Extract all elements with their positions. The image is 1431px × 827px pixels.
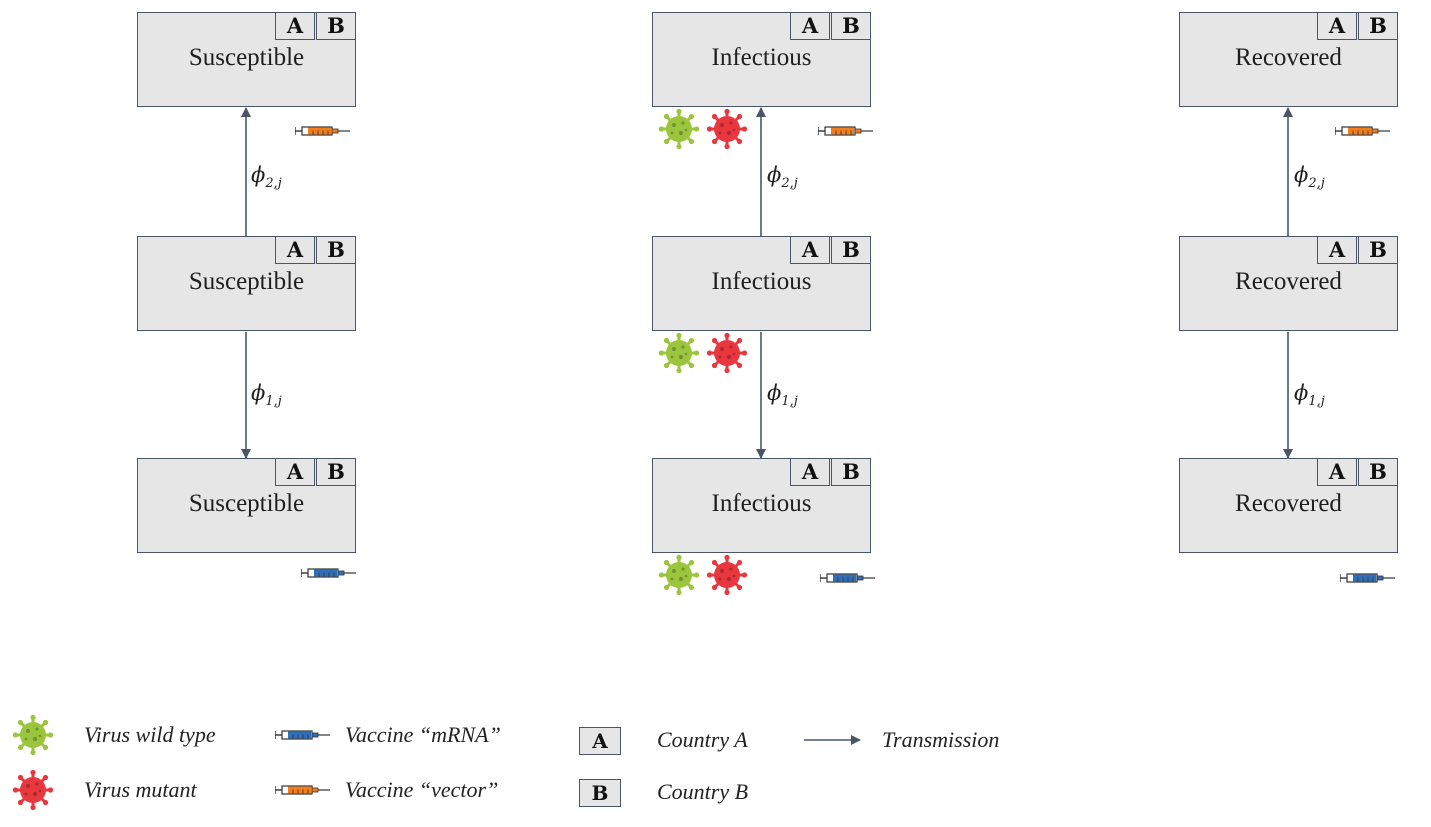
compartment-label: Recovered xyxy=(1235,490,1342,517)
country-a-tag: A xyxy=(790,458,830,486)
recovered-box-top: A B Recovered xyxy=(1179,12,1398,107)
country-b-tag: B xyxy=(1358,458,1398,486)
country-b-tag: B xyxy=(1358,12,1398,40)
recovered-box-middle: A B Recovered xyxy=(1179,236,1398,331)
country-a-tag: A xyxy=(1317,12,1357,40)
rate-label-phi2: ϕ2,j xyxy=(1294,163,1325,192)
country-a-tag: A xyxy=(275,12,315,40)
legend-country-a-label: Country A xyxy=(657,727,748,752)
country-a-tag: A xyxy=(1317,458,1357,486)
legend-vaccine-mrna-label: Vaccine “mRNA” xyxy=(345,722,501,747)
legend-virus-mutant-label: Virus mutant xyxy=(84,777,197,802)
virus-wild-type-icon xyxy=(659,109,699,149)
compartment-label: Susceptible xyxy=(188,44,305,71)
susceptible-box-bottom: A B Susceptible xyxy=(137,458,356,553)
legend-virus-wild-type-label: Virus wild type xyxy=(84,722,216,747)
country-b-tag: B xyxy=(831,12,871,40)
country-a-tag: A xyxy=(790,236,830,264)
infectious-box-bottom: A B Infectious xyxy=(652,458,871,553)
susceptible-box-middle: A B Susceptible xyxy=(137,236,356,331)
country-a-tag: A xyxy=(790,12,830,40)
compartment-label: Susceptible xyxy=(188,268,305,295)
rate-label-phi1: ϕ1,j xyxy=(767,381,798,410)
country-a-tag: A xyxy=(275,458,315,486)
infectious-box-top: A B Infectious xyxy=(652,12,871,107)
recovered-box-bottom: A B Recovered xyxy=(1179,458,1398,553)
vaccine-mrna-icon xyxy=(820,573,876,583)
legend-virus-wild-type-icon xyxy=(13,715,53,755)
country-b-tag: B xyxy=(831,458,871,486)
virus-mutant-icon xyxy=(707,333,747,373)
rate-label-phi1: ϕ1,j xyxy=(251,381,282,410)
country-b-tag: B xyxy=(316,12,356,40)
compartment-label: Infectious xyxy=(711,490,812,517)
legend-transmission-label: Transmission xyxy=(882,727,1000,752)
rate-label-phi2: ϕ2,j xyxy=(767,163,798,192)
vaccine-vector-icon xyxy=(295,126,351,136)
country-b-tag: B xyxy=(316,236,356,264)
vaccine-mrna-icon xyxy=(301,568,357,578)
virus-mutant-icon xyxy=(707,109,747,149)
vaccine-vector-icon xyxy=(1335,126,1391,136)
virus-wild-type-icon xyxy=(659,555,699,595)
rate-label-phi1: ϕ1,j xyxy=(1294,381,1325,410)
legend-vaccine-vector-icon xyxy=(275,785,331,795)
legend-virus-mutant-icon xyxy=(13,770,53,810)
compartment-label: Recovered xyxy=(1235,268,1342,295)
country-a-tag: A xyxy=(275,236,315,264)
rate-label-phi2: ϕ2,j xyxy=(251,163,282,192)
compartment-label: Infectious xyxy=(711,44,812,71)
country-b-tag: B xyxy=(1358,236,1398,264)
compartment-label: Infectious xyxy=(711,268,812,295)
compartment-label: Susceptible xyxy=(188,490,305,517)
infectious-box-middle: A B Infectious xyxy=(652,236,871,331)
compartment-label: Recovered xyxy=(1235,44,1342,71)
country-a-tag: A xyxy=(1317,236,1357,264)
virus-mutant-icon xyxy=(707,555,747,595)
susceptible-box-top: A B Susceptible xyxy=(137,12,356,107)
legend-country-b-tag: B xyxy=(579,779,621,807)
legend-country-a-tag: A xyxy=(579,727,621,755)
country-b-tag: B xyxy=(316,458,356,486)
vaccine-mrna-icon xyxy=(1340,573,1396,583)
virus-wild-type-icon xyxy=(659,333,699,373)
vaccine-vector-icon xyxy=(818,126,874,136)
legend-vaccine-mrna-icon xyxy=(275,730,331,740)
country-b-tag: B xyxy=(831,236,871,264)
legend-country-b-label: Country B xyxy=(657,779,749,804)
legend-vaccine-vector-label: Vaccine “vector” xyxy=(345,777,499,802)
